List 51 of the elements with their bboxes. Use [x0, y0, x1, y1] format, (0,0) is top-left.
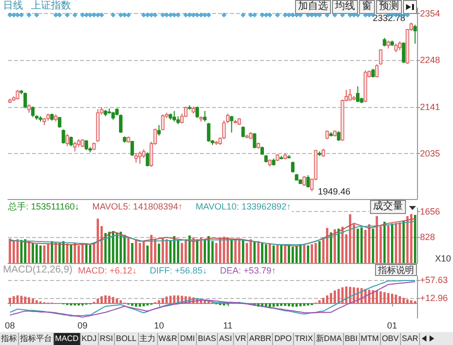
- text: DMI: [179, 332, 197, 344]
- x-tick-label: 09: [78, 320, 88, 330]
- text: 总手: 153511160↓: [7, 202, 80, 212]
- y-tick-label: 828: [420, 232, 436, 242]
- text: KDJ: [80, 332, 99, 344]
- annotation: 预测: [376, 0, 402, 14]
- text: 指标: [0, 332, 19, 344]
- text: 新DMA: [314, 332, 344, 344]
- y-tick-label: 2035: [420, 148, 440, 159]
- y-tick-label: +57.63: [420, 275, 448, 286]
- text: DPO: [273, 332, 294, 344]
- text: BBI: [344, 332, 360, 344]
- y-tick-label: 2354: [420, 8, 440, 18]
- text: MAVOL10: 133962892↑: [196, 202, 292, 212]
- text: BOLL: [115, 332, 138, 344]
- text: VR: [234, 332, 248, 344]
- chart-title: MACD(12,26,9): [3, 264, 72, 276]
- text: 指标说明: [375, 264, 417, 276]
- text: MAVOL5: 141808394↑: [92, 202, 183, 212]
- x-tick-label: 10: [154, 320, 164, 330]
- y-axis-title: X10: [434, 254, 451, 264]
- text: RSI: [98, 332, 116, 344]
- x-tick-label: 01: [387, 320, 398, 330]
- text: ASI: [218, 332, 234, 344]
- text: BIAS: [196, 332, 218, 344]
- y-tick-label: 2141: [420, 102, 440, 112]
- text: TRIX: [294, 332, 315, 344]
- x-tick-label: 08: [4, 320, 15, 330]
- text: SAR: [400, 332, 420, 344]
- annotation: 窗: [359, 0, 375, 14]
- annotation: 成交量: [370, 200, 406, 214]
- chart-title: 日线: [3, 0, 23, 12]
- text: OBV: [380, 332, 401, 344]
- text: 指标平台: [19, 332, 54, 344]
- y-tick-label: +12.96: [420, 293, 448, 304]
- text: MACD: [54, 332, 81, 344]
- x-tick-label: 11: [223, 320, 232, 330]
- annotation: 加自选: [295, 0, 331, 14]
- annotation: 1949.46: [318, 186, 350, 196]
- text: DEA: +53.79↑: [220, 266, 276, 276]
- text: MACD: +6.12↓: [78, 266, 137, 276]
- text: W&R: [158, 332, 180, 344]
- text: 主力: [138, 332, 158, 344]
- text: DIFF: +56.85↓: [150, 266, 208, 276]
- text: ARBR: [248, 332, 274, 344]
- chart-subtitle: 上证指数: [31, 0, 71, 12]
- y-tick-label: 1656: [420, 206, 440, 216]
- annotation: 2332.78: [372, 13, 406, 24]
- text: MTM: [360, 332, 381, 344]
- annotation: 均线: [332, 0, 358, 14]
- y-tick-label: 2248: [420, 54, 440, 65]
